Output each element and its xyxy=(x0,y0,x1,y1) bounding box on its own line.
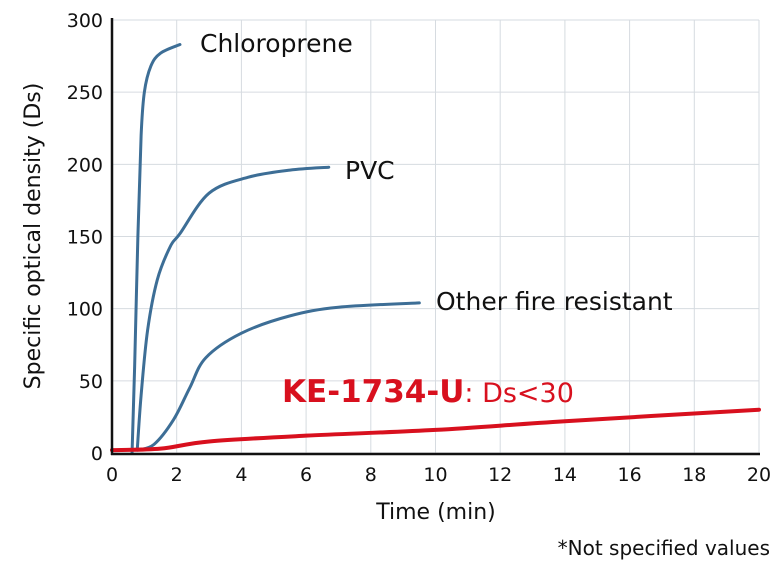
x-tick-label: 2 xyxy=(171,464,183,486)
y-tick-label: 300 xyxy=(67,10,103,32)
y-tick-label: 50 xyxy=(79,371,103,393)
series-line-pvc xyxy=(135,165,331,452)
x-tick-label: 14 xyxy=(553,464,577,486)
ke-ds-limit: : Ds<30 xyxy=(464,378,574,409)
series-line-other-fire-resistant xyxy=(136,301,421,452)
series-lines xyxy=(110,43,761,455)
y-tick-label: 100 xyxy=(67,299,103,321)
x-tick-label: 20 xyxy=(747,464,771,486)
label-ke-1734-u: KE-1734-U: Ds<30 xyxy=(282,374,574,410)
series-line-ke-1734-u xyxy=(110,407,761,453)
x-tick-label: 18 xyxy=(682,464,706,486)
x-tick-label: 4 xyxy=(235,464,247,486)
label-chloroprene: Chloroprene xyxy=(200,29,353,58)
x-tick-label: 0 xyxy=(106,464,118,486)
axes xyxy=(110,18,760,456)
label-other-fire-resistant: Other fire resistant xyxy=(436,287,673,316)
x-tick-label: 6 xyxy=(300,464,312,486)
y-axis-label: Specific optical density (Ds) xyxy=(21,83,46,390)
y-tick-label: 200 xyxy=(67,154,103,176)
footnote: *Not specified values xyxy=(558,536,770,560)
label-pvc: PVC xyxy=(345,156,395,185)
x-tick-label: 8 xyxy=(365,464,377,486)
y-tick-label: 0 xyxy=(91,443,103,465)
x-axis-label: Time (min) xyxy=(375,500,496,525)
x-tick-label: 10 xyxy=(423,464,447,486)
y-tick-label: 250 xyxy=(67,82,103,104)
series-line-chloroprene xyxy=(130,43,182,455)
y-tick-label: 150 xyxy=(67,227,103,249)
x-tick-label: 16 xyxy=(618,464,642,486)
x-tick-label: 12 xyxy=(488,464,512,486)
